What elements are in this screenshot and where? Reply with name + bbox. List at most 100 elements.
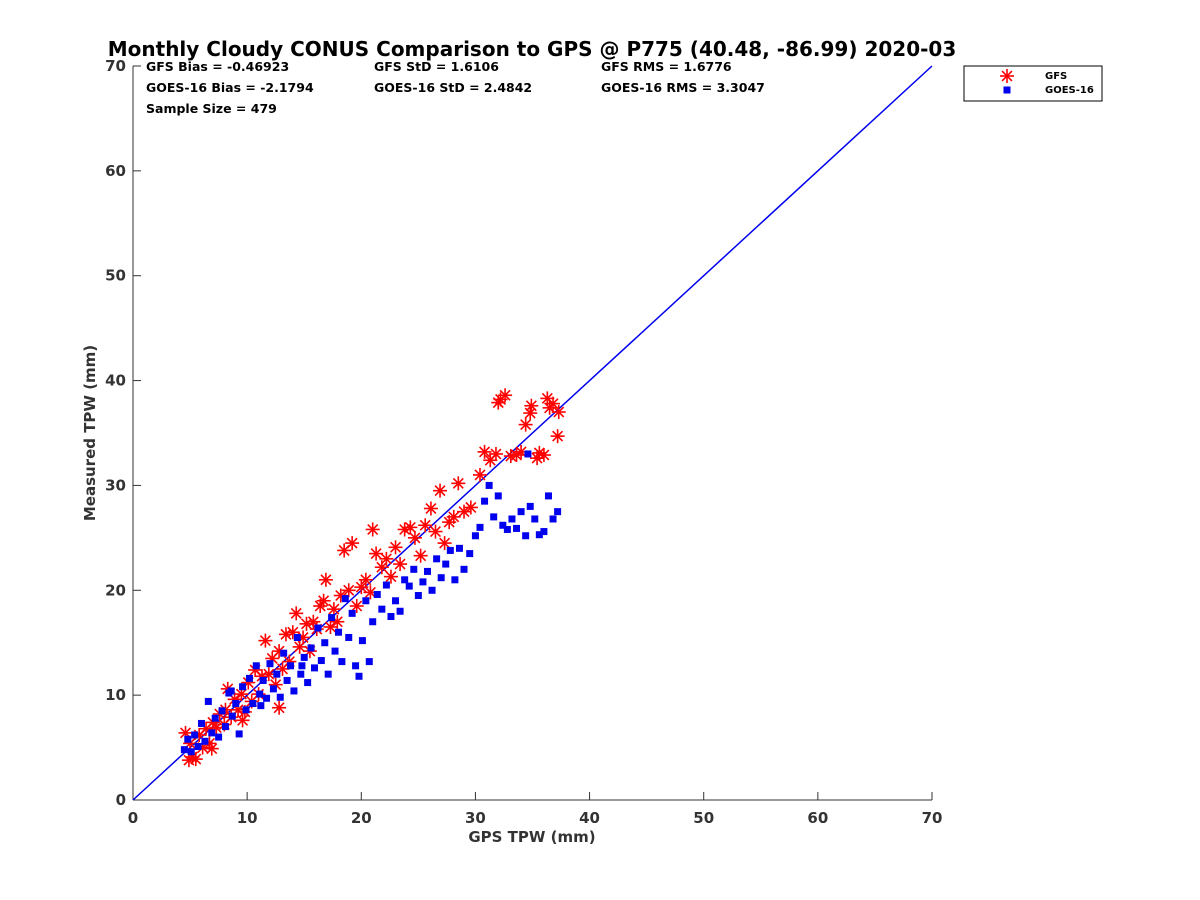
gfs-point [523, 406, 538, 421]
goes16-point [369, 618, 377, 626]
gfs-point [477, 444, 492, 459]
goes16-point [352, 662, 360, 670]
goes16-point [544, 492, 552, 500]
legend-gfs-marker [1000, 69, 1014, 83]
goes16-point [191, 731, 199, 739]
goes16-point [297, 670, 305, 678]
gfs-point [542, 400, 557, 415]
goes16-point [392, 597, 400, 605]
stat-gfs-std: GFS StD = 1.6106 [374, 59, 499, 74]
goes16-point [401, 576, 409, 584]
goes16-point [466, 550, 474, 558]
goes16-point [345, 633, 353, 641]
gfs-point [407, 530, 422, 545]
goes16-point [446, 546, 454, 554]
goes16-point [423, 567, 431, 575]
goes16-point [211, 714, 219, 722]
y-tick-label: 50 [105, 267, 126, 285]
gfs-point [418, 518, 433, 533]
goes16-point [485, 481, 493, 489]
goes16-point [524, 450, 532, 458]
gfs-point [383, 569, 398, 584]
goes16-point [252, 662, 260, 670]
gfs-point [451, 476, 466, 491]
gfs-point [518, 417, 533, 432]
goes16-point [280, 649, 288, 657]
gfs-point [433, 483, 448, 498]
gfs-point [341, 583, 356, 598]
goes16-point [259, 676, 267, 684]
goes16-point [266, 660, 274, 668]
goes16-point [290, 687, 298, 695]
y-tick-label: 20 [105, 581, 126, 599]
goes16-point [245, 674, 253, 682]
gfs-point [188, 752, 203, 767]
gfs-point [472, 467, 487, 482]
gfs-point [204, 741, 219, 756]
goes16-point [239, 683, 247, 691]
gfs-point [349, 599, 364, 614]
goes16-point [269, 685, 277, 693]
goes16-point [228, 712, 236, 720]
goes16-point [338, 658, 346, 666]
stats-block: GFS Bias = -0.46923 GFS StD = 1.6106 GFS… [146, 59, 765, 116]
goes16-point [419, 578, 427, 586]
stat-gfs-bias: GFS Bias = -0.46923 [146, 59, 289, 74]
goes16-point [187, 748, 195, 756]
reference-line [132, 65, 933, 801]
goes16-point [531, 515, 539, 523]
goes16-point [362, 597, 370, 605]
gfs-point [488, 446, 503, 461]
gfs-point [388, 540, 403, 555]
gfs-point [532, 445, 547, 460]
goes16-point [256, 690, 264, 698]
x-tick-label: 30 [465, 809, 486, 827]
gfs-point [550, 429, 565, 444]
gfs-point [289, 606, 304, 621]
goes16-point [321, 639, 329, 647]
goes16-point [197, 719, 205, 727]
gfs-point [345, 536, 360, 551]
goes16-point [310, 664, 318, 672]
stat-gfs-rms: GFS RMS = 1.6776 [601, 59, 732, 74]
goes16-point [221, 723, 229, 731]
goes16-point [451, 576, 459, 584]
goes16-point [276, 693, 284, 701]
goes16-point [373, 590, 381, 598]
goes16-point [317, 657, 325, 665]
goes16-point [355, 672, 363, 680]
legend-gfs-label: GFS [1045, 71, 1067, 82]
goes16-point [283, 676, 291, 684]
gfs-point [423, 501, 438, 516]
x-tick-label: 10 [237, 809, 258, 827]
goes16-point [513, 524, 521, 532]
goes16-point [382, 581, 390, 589]
gfs-point [403, 520, 418, 535]
x-tick-label: 70 [922, 809, 943, 827]
goes16-point [526, 502, 534, 510]
goes16-point [433, 555, 441, 563]
gfs-point [379, 551, 394, 566]
goes16-point [204, 697, 212, 705]
stat-sample-size: Sample Size = 479 [146, 101, 277, 116]
chart-title: Monthly Cloudy CONUS Comparison to GPS @… [108, 37, 957, 61]
goes16-point [387, 613, 395, 620]
goes16-point [208, 729, 216, 737]
goes16-point [273, 670, 281, 678]
gfs-point [358, 572, 373, 587]
y-tick-label: 10 [105, 686, 126, 704]
goes16-point [503, 525, 511, 533]
gfs-point [292, 639, 307, 654]
goes16-point [428, 586, 436, 594]
y-tick-label: 0 [116, 791, 126, 809]
goes16-point [263, 694, 271, 702]
goes16-point [257, 702, 265, 710]
goes16-point [554, 508, 562, 516]
goes16-point [499, 521, 507, 529]
goes16-point [358, 637, 366, 645]
goes16-point [437, 574, 445, 582]
legend-goes16-label: GOES-16 [1045, 85, 1094, 96]
goes16-point [215, 733, 223, 741]
x-tick-label: 0 [128, 809, 138, 827]
goes16-point [304, 679, 312, 687]
